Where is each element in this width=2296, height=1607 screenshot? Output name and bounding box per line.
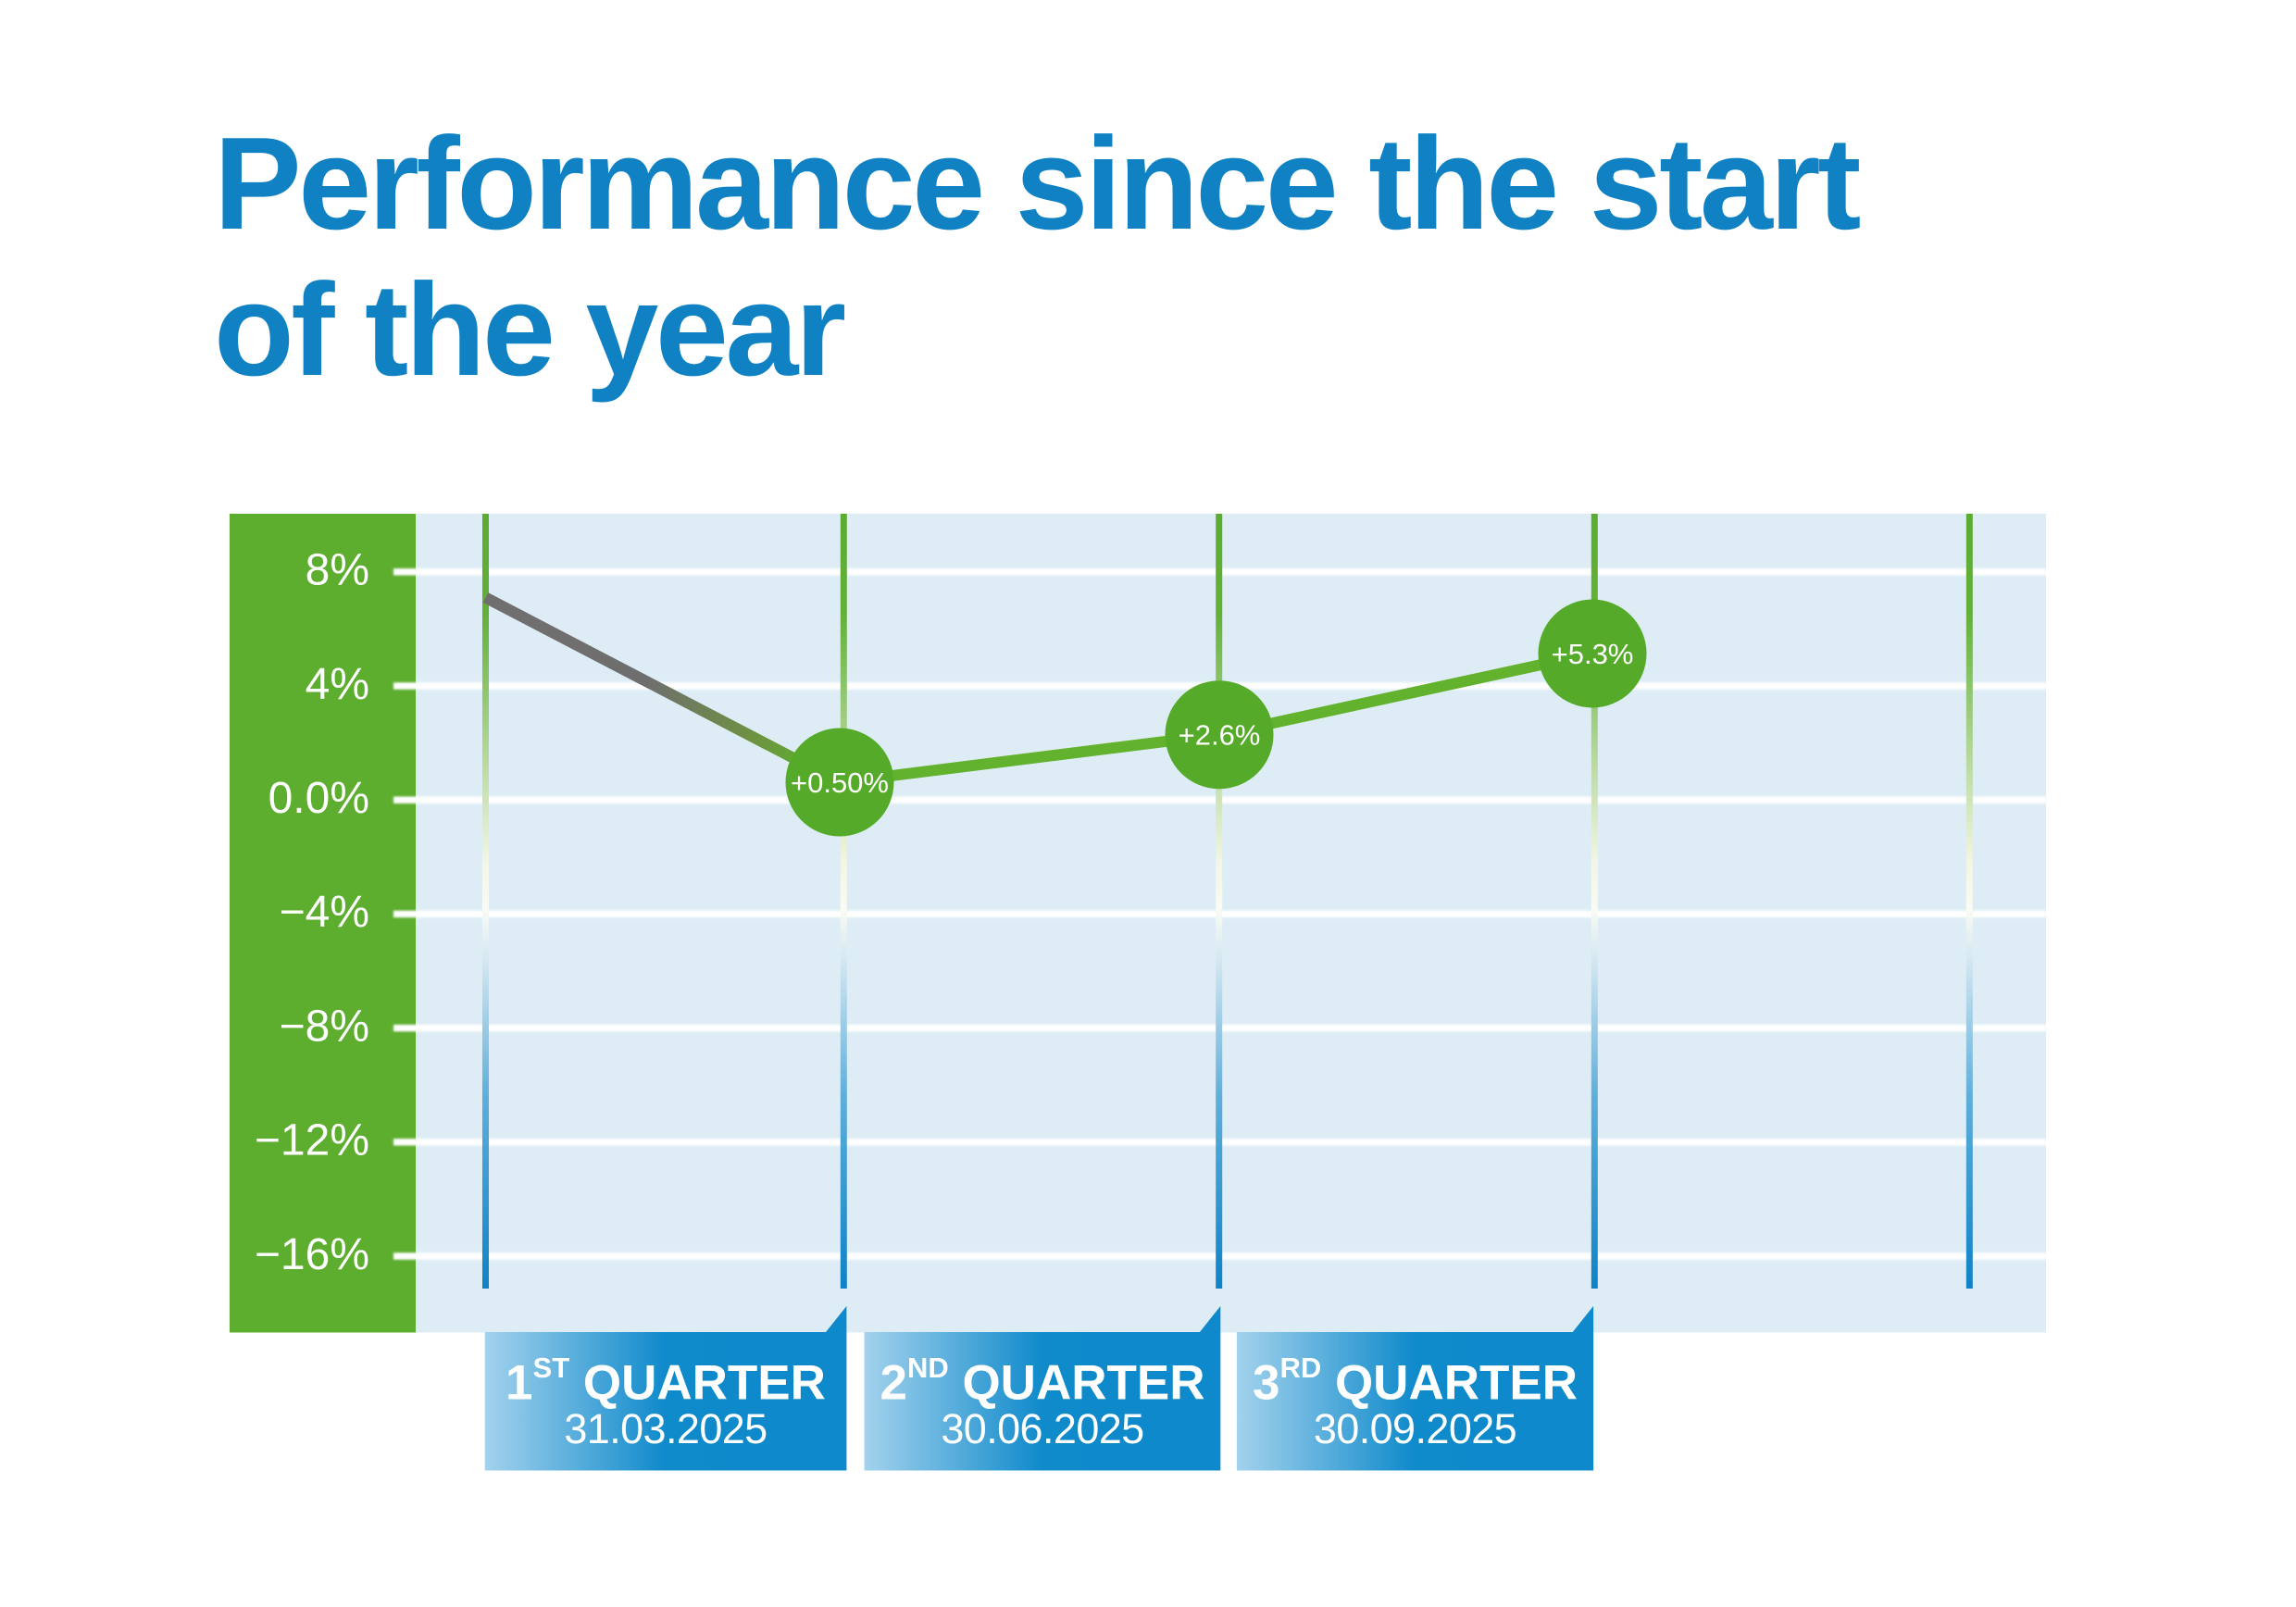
svg-text:−8%: −8% — [280, 1002, 369, 1051]
svg-text:4%: 4% — [306, 660, 369, 709]
svg-text:+5.3%: +5.3% — [1552, 638, 1634, 670]
svg-text:−12%: −12% — [255, 1116, 369, 1165]
svg-text:8%: 8% — [306, 546, 369, 595]
svg-text:30.06.2025: 30.06.2025 — [941, 1405, 1143, 1452]
svg-text:+0.50%: +0.50% — [791, 766, 889, 799]
svg-text:+2.6%: +2.6% — [1179, 719, 1261, 752]
svg-text:1ST QUARTER: 1ST QUARTER — [505, 1352, 826, 1411]
svg-text:31.03.2025: 31.03.2025 — [564, 1405, 767, 1452]
svg-text:−16%: −16% — [255, 1230, 369, 1279]
svg-text:30.09.2025: 30.09.2025 — [1314, 1405, 1516, 1452]
svg-text:0.0%: 0.0% — [268, 774, 369, 823]
svg-text:−4%: −4% — [280, 888, 369, 937]
svg-text:2ND QUARTER: 2ND QUARTER — [880, 1352, 1204, 1411]
